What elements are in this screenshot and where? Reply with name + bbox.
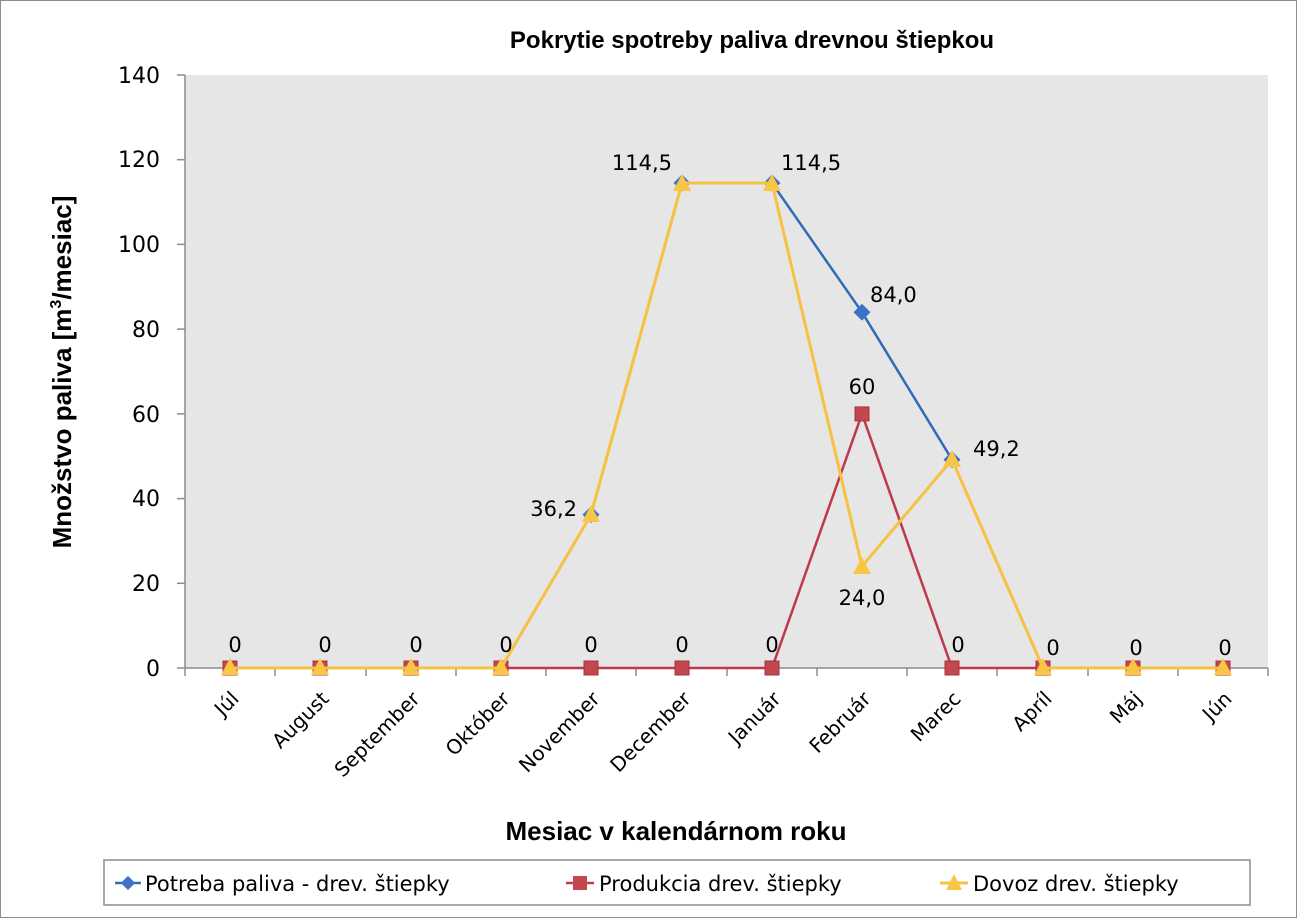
y-tick-label: 140	[118, 64, 160, 89]
triangle-icon	[946, 874, 962, 890]
legend-item-potreba: Potreba paliva - drev. štiepky	[115, 872, 450, 896]
data-label: 0	[675, 633, 688, 657]
data-label: 0	[1129, 636, 1142, 660]
y-tick-label: 20	[132, 572, 160, 597]
x-tick-label: November	[514, 686, 605, 777]
data-label: 49,2	[973, 437, 1020, 461]
data-label: 0	[318, 633, 331, 657]
y-tick-label: 100	[118, 233, 160, 258]
x-tick-label: September	[329, 686, 425, 782]
data-label: 0	[584, 633, 597, 657]
x-axis-title: Mesiac v kalendárnom roku	[505, 816, 846, 846]
y-tick-label: 60	[132, 403, 160, 428]
legend-item-produkcia: Produkcia drev. štiepky	[566, 872, 842, 896]
x-tick-label: Máj	[1105, 687, 1147, 729]
plot-area	[185, 75, 1268, 668]
x-tick-label: Apríl	[1007, 687, 1056, 736]
x-tick-label: August	[267, 686, 334, 753]
data-label: 84,0	[870, 283, 917, 307]
data-label: 0	[409, 633, 422, 657]
x-tick-label: December	[605, 686, 696, 777]
data-label: 0	[765, 633, 778, 657]
legend-item-dovoz: Dovoz drev. štiepky	[940, 872, 1179, 896]
square-icon	[573, 876, 587, 890]
x-tick-label: Marec	[906, 687, 966, 747]
data-labels: 36,2 114,5 114,5 84,0 49,2 60 24,0 0 0 0…	[228, 151, 1231, 660]
data-label: 0	[228, 633, 241, 657]
triangle-markers	[221, 174, 1232, 675]
x-tick-label: Júl	[208, 687, 243, 722]
legend-label: Produkcia drev. štiepky	[599, 872, 842, 896]
x-tick-label: Október	[441, 686, 516, 761]
x-tick-label: Február	[804, 686, 876, 758]
diamond-icon	[120, 875, 136, 891]
y-tick-label: 0	[146, 657, 160, 682]
data-label: 36,2	[530, 497, 577, 521]
y-axis: 0 20 40 60 80 100 120 140	[118, 64, 186, 682]
data-label: 0	[499, 633, 512, 657]
data-label: 0	[1046, 636, 1059, 660]
legend-label: Potreba paliva - drev. štiepky	[145, 872, 450, 896]
x-tick-label: Jún	[1196, 687, 1236, 727]
x-tick-label: Január	[722, 686, 786, 750]
data-label: 114,5	[781, 151, 841, 175]
data-label: 0	[951, 633, 964, 657]
data-label: 114,5	[612, 151, 672, 175]
chart-title: Pokrytie spotreby paliva drevnou štiepko…	[510, 27, 994, 54]
x-axis: Júl August September Október November De…	[184, 667, 1269, 782]
data-label: 24,0	[839, 586, 886, 610]
series-dovoz	[221, 174, 1232, 675]
data-label: 0	[1218, 636, 1231, 660]
y-tick-label: 120	[118, 148, 160, 173]
y-axis-title: Množstvo paliva [m3/mesiac]	[47, 196, 77, 549]
legend: Potreba paliva - drev. štiepky Produkcia…	[103, 859, 1251, 906]
y-tick-label: 80	[132, 318, 160, 343]
data-label: 60	[849, 375, 876, 399]
y-tick-label: 40	[132, 487, 160, 512]
legend-label: Dovoz drev. štiepky	[973, 872, 1179, 896]
